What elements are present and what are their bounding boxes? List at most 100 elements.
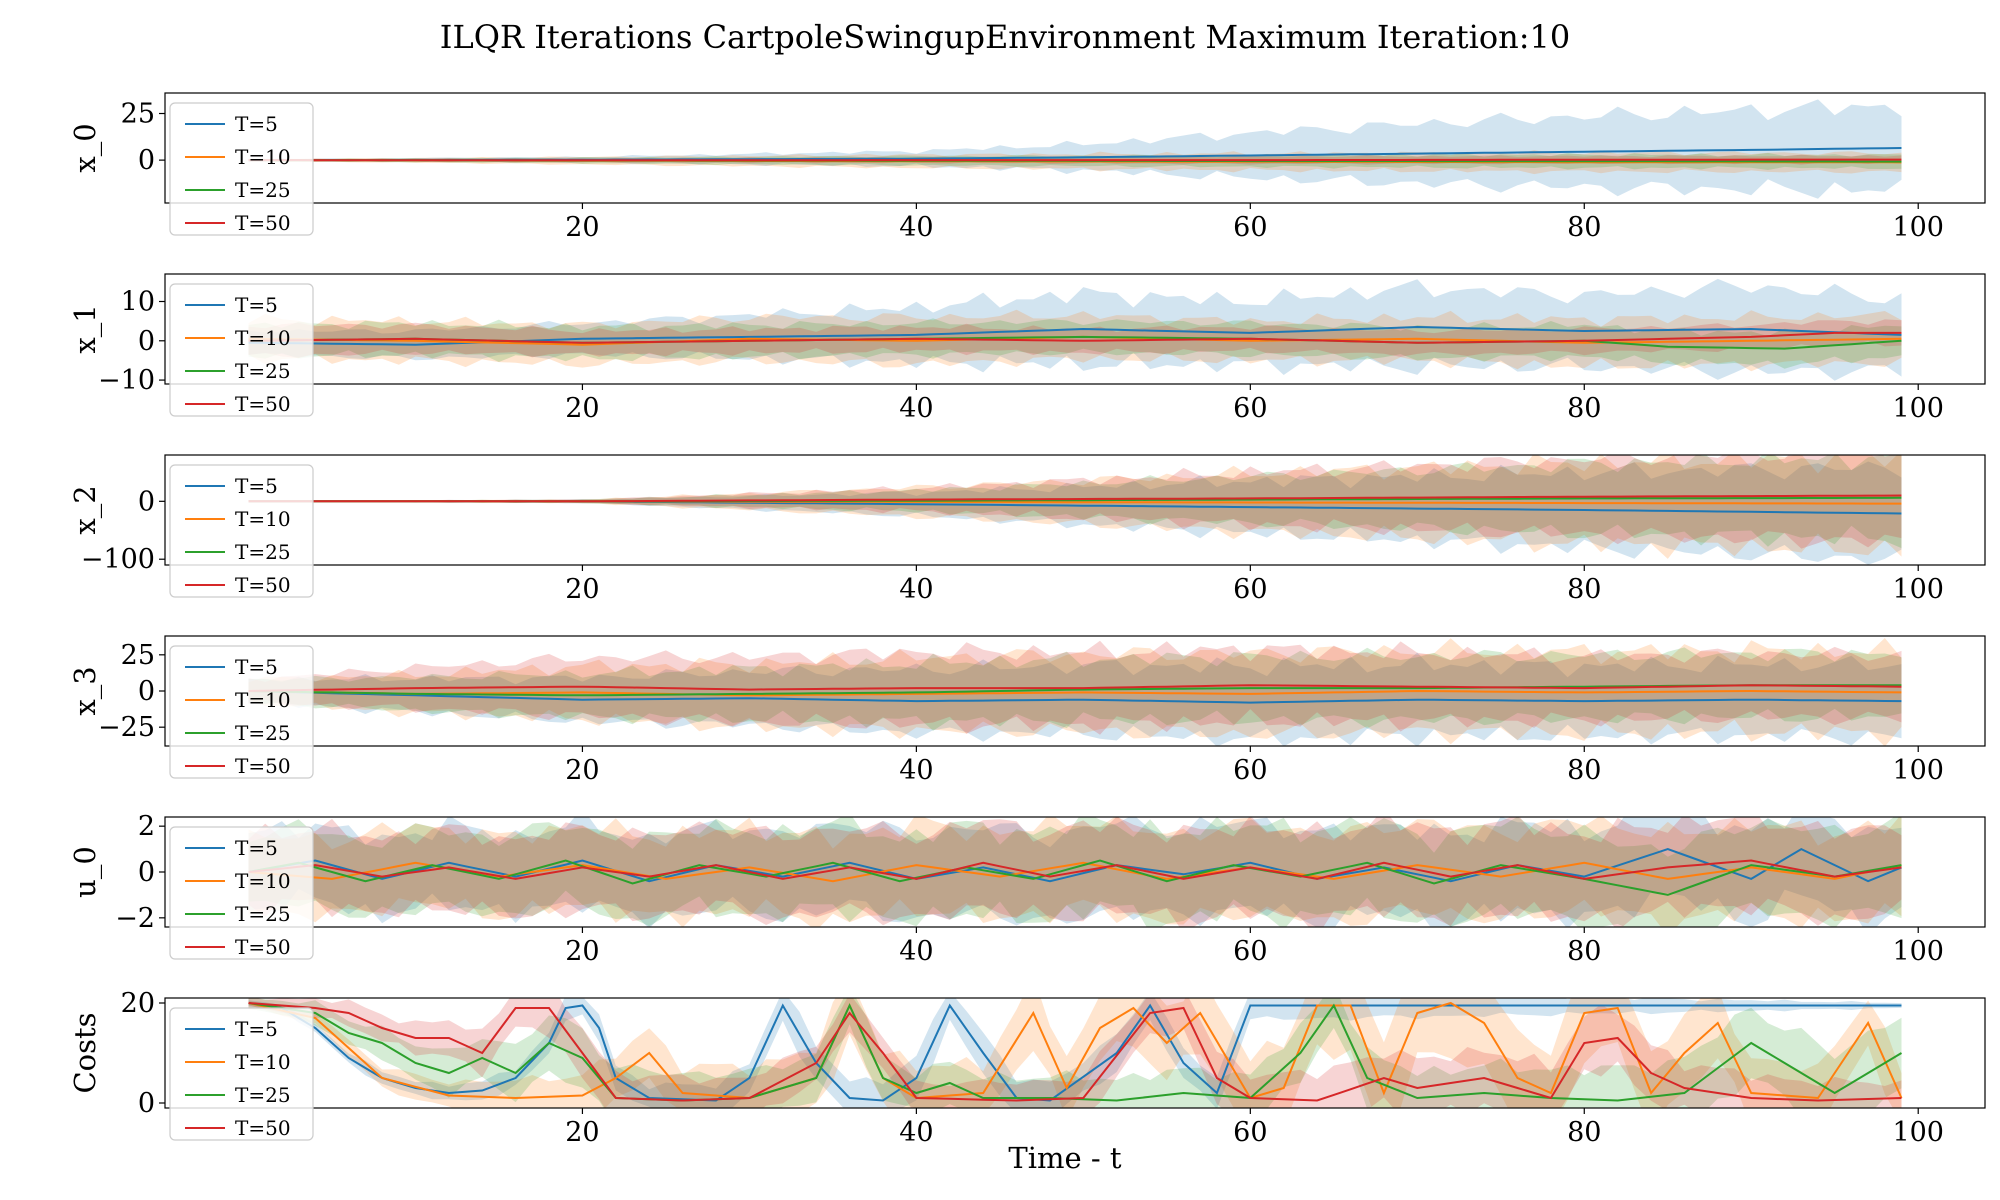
band-T=10 xyxy=(248,455,1902,559)
legend-label-T=10: T=10 xyxy=(235,688,291,712)
legend-label-T=10: T=10 xyxy=(235,507,291,531)
x-tick-label: 80 xyxy=(1567,212,1601,243)
x-tick-label: 40 xyxy=(899,936,933,967)
legend-label-T=50: T=50 xyxy=(235,754,291,778)
y-tick-label: 0 xyxy=(138,676,155,707)
subplot-x_3: 25 0 −25 20 40 60 80 100 x_3 T=5 T=10 T=25 T=50 xyxy=(68,635,1986,786)
legend-label-T=25: T=25 xyxy=(235,721,291,745)
x-tick-label: 60 xyxy=(1233,1117,1267,1148)
y-tick-label: 0 xyxy=(138,857,155,888)
plot-area xyxy=(248,455,1902,565)
legend-box xyxy=(169,102,314,236)
line-T=10 xyxy=(248,861,1902,883)
legend-label-T=5: T=5 xyxy=(235,293,278,317)
legend-label-T=10: T=10 xyxy=(235,869,291,893)
legend-label-T=50: T=50 xyxy=(235,1116,291,1140)
plot-area xyxy=(248,998,1903,1108)
legend: T=5 T=10 T=25 T=50 xyxy=(169,283,314,417)
x-tick-label: 60 xyxy=(1233,936,1267,967)
x-tick-label: 20 xyxy=(565,936,599,967)
y-axis-label: Costs xyxy=(68,1012,102,1093)
subplot-x_2: 0 −100 20 40 60 80 100 x_2 T=5 T=10 T=25 T=50 xyxy=(68,454,1986,605)
band-T=50 xyxy=(248,998,1902,1108)
y-tick-label: 25 xyxy=(121,99,155,130)
legend-label-T=25: T=25 xyxy=(235,359,291,383)
legend-box xyxy=(169,826,314,960)
x-tick-label: 20 xyxy=(565,393,599,424)
subplot-x_0: 25 0 20 40 60 80 100 x_0 T=5 T=10 T=25 T=50 xyxy=(68,92,1986,243)
y-axis-label: u_0 xyxy=(68,846,103,898)
band-T=25 xyxy=(248,998,1902,1108)
y-tick-label: 20 xyxy=(121,988,155,1019)
x-tick-label: 100 xyxy=(1892,212,1944,243)
axes-frame xyxy=(164,997,1986,1109)
axes-frame xyxy=(164,92,1986,204)
band-T=5 xyxy=(248,461,1902,565)
legend-box xyxy=(169,464,314,598)
y-tick-label: 0 xyxy=(138,486,155,517)
legend-box xyxy=(169,283,314,417)
line-T=50 xyxy=(248,158,1902,162)
legend-label-T=5: T=5 xyxy=(235,1017,278,1041)
line-T=50 xyxy=(248,859,1902,880)
x-tick-label: 100 xyxy=(1892,755,1944,786)
band-T=50 xyxy=(248,319,1902,358)
legend: T=5 T=10 T=25 T=50 xyxy=(169,826,314,960)
line-T=25 xyxy=(248,684,1902,697)
y-tick-label: 25 xyxy=(121,640,155,671)
x-tick-label: 20 xyxy=(565,574,599,605)
legend-label-T=10: T=10 xyxy=(235,326,291,350)
x-tick-label: 100 xyxy=(1892,574,1944,605)
y-tick-label: −2 xyxy=(115,903,155,934)
legend-label-T=5: T=5 xyxy=(235,655,278,679)
y-axis-label: x_0 xyxy=(68,123,103,172)
chart-title: ILQR Iterations CartpoleSwingupEnvironme… xyxy=(440,18,1570,56)
x-tick-label: 60 xyxy=(1233,574,1267,605)
y-tick-label: −25 xyxy=(98,712,155,743)
x-tick-label: 80 xyxy=(1567,755,1601,786)
legend-label-T=25: T=25 xyxy=(235,178,291,202)
x-tick-label: 40 xyxy=(899,212,933,243)
y-tick-label: −100 xyxy=(81,544,155,575)
legend: T=5 T=10 T=25 T=50 xyxy=(169,1007,314,1141)
band-T=5 xyxy=(248,99,1902,199)
plot-area xyxy=(248,99,1902,199)
x-tick-label: 100 xyxy=(1892,1117,1944,1148)
legend: T=5 T=10 T=25 T=50 xyxy=(169,464,314,598)
x-tick-label: 80 xyxy=(1567,936,1601,967)
band-T=25 xyxy=(248,318,1902,369)
y-tick-label: 10 xyxy=(121,287,155,318)
legend-label-T=25: T=25 xyxy=(235,902,291,926)
x-tick-label: 40 xyxy=(899,755,933,786)
x-tick-label: 20 xyxy=(565,1117,599,1148)
subplot-Costs: 20 0 20 40 60 80 100 Costs T=5 T=10 T=25 T=50 xyxy=(68,988,1986,1148)
y-tick-label: 0 xyxy=(138,1088,155,1119)
x-tick-label: 20 xyxy=(565,755,599,786)
band-T=10 xyxy=(248,998,1902,1108)
y-tick-label: −10 xyxy=(98,365,155,396)
legend-box xyxy=(169,1007,314,1141)
legend-label-T=5: T=5 xyxy=(235,474,278,498)
legend: T=5 T=10 T=25 T=50 xyxy=(169,645,314,779)
line-T=5 xyxy=(248,847,1902,883)
y-tick-label: 2 xyxy=(138,811,155,842)
y-axis-label: x_3 xyxy=(68,666,103,715)
legend-box xyxy=(169,645,314,779)
plot-area xyxy=(248,278,1902,381)
line-T=25 xyxy=(248,859,1902,896)
plot-area xyxy=(248,638,1902,746)
legend-label-T=5: T=5 xyxy=(235,112,278,136)
legend-label-T=50: T=50 xyxy=(235,935,291,959)
legend: T=5 T=10 T=25 T=50 xyxy=(169,102,314,236)
x-tick-label: 80 xyxy=(1567,1117,1601,1148)
x-tick-label: 40 xyxy=(899,574,933,605)
x-tick-label: 80 xyxy=(1567,393,1601,424)
y-tick-label: 0 xyxy=(138,145,155,176)
line-T=10 xyxy=(248,1001,1903,1100)
x-tick-label: 60 xyxy=(1233,755,1267,786)
legend-label-T=50: T=50 xyxy=(235,392,291,416)
x-tick-label: 20 xyxy=(565,212,599,243)
